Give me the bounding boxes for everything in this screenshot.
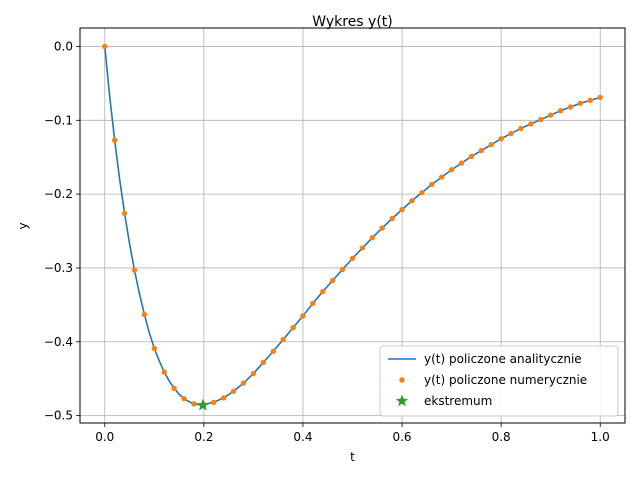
plot-layer bbox=[102, 43, 603, 411]
data-point-numeric bbox=[151, 345, 158, 352]
x-tick-label: 0.6 bbox=[392, 430, 411, 444]
data-point-numeric bbox=[597, 94, 603, 101]
data-point-numeric bbox=[250, 370, 257, 377]
x-tick-label: 0.0 bbox=[95, 430, 114, 444]
data-point-numeric bbox=[270, 348, 276, 355]
legend-box bbox=[379, 345, 619, 417]
data-point-numeric bbox=[290, 325, 296, 331]
y-tick-label: −0.1 bbox=[44, 113, 73, 127]
data-point-numeric bbox=[518, 125, 524, 132]
data-point-numeric bbox=[171, 385, 177, 391]
data-point-numeric bbox=[320, 288, 326, 295]
y-tick-label: −0.3 bbox=[44, 261, 73, 275]
data-point-numeric bbox=[310, 300, 316, 307]
y-tick-label: −0.4 bbox=[44, 335, 73, 349]
data-point-numeric bbox=[458, 160, 465, 166]
data-point-numeric bbox=[587, 97, 594, 104]
data-point-numeric bbox=[280, 336, 286, 343]
data-point-numeric bbox=[379, 225, 385, 231]
data-point-numeric bbox=[438, 174, 445, 180]
legend-swatch-star bbox=[395, 394, 409, 407]
data-point-numeric bbox=[389, 215, 395, 222]
data-point-numeric bbox=[102, 43, 108, 50]
data-point-numeric bbox=[349, 255, 356, 262]
legend-swatch-dot bbox=[399, 377, 405, 383]
ticks-layer: 0.0 0.2 0.4 0.6 0.8 1.0 0.0 −0.1 −0.2 −0.3 −0.4 −0.… bbox=[44, 39, 610, 444]
legend-label: y(t) policzone numerycznie bbox=[424, 373, 587, 387]
data-point-numeric bbox=[141, 311, 148, 318]
data-point-numeric bbox=[498, 136, 504, 142]
data-point-numeric bbox=[409, 198, 415, 204]
data-point-numeric bbox=[567, 104, 574, 110]
data-point-numeric bbox=[538, 116, 544, 123]
data-point-numeric bbox=[211, 399, 217, 406]
x-tick-label: 0.2 bbox=[194, 430, 213, 444]
chart-title: Wykres y(t) bbox=[312, 14, 393, 30]
y-tick-label: −0.5 bbox=[44, 409, 73, 423]
extremum-star-marker bbox=[196, 398, 210, 411]
y-axis-label: y bbox=[16, 222, 30, 229]
data-point-numeric bbox=[181, 395, 187, 402]
data-point-numeric bbox=[161, 369, 167, 375]
legend-label: ekstremum bbox=[424, 394, 492, 408]
data-point-numeric bbox=[448, 167, 455, 173]
y-tick-label: 0.0 bbox=[54, 39, 73, 53]
data-point-numeric bbox=[220, 395, 227, 401]
legend-label: y(t) policzone analitycznie bbox=[424, 352, 582, 366]
data-point-numeric bbox=[528, 121, 534, 127]
data-point-numeric bbox=[399, 206, 405, 213]
data-point-numeric bbox=[429, 181, 435, 188]
data-point-numeric bbox=[369, 234, 376, 241]
y-tick-label: −0.2 bbox=[44, 187, 73, 201]
plot-frame bbox=[79, 27, 626, 424]
data-point-numeric bbox=[240, 380, 247, 386]
data-point-numeric bbox=[121, 210, 128, 217]
data-point-numeric bbox=[131, 267, 138, 273]
data-point-numeric bbox=[488, 141, 494, 148]
data-point-numeric bbox=[468, 153, 475, 160]
x-tick-label: 0.8 bbox=[492, 430, 511, 444]
data-point-numeric bbox=[260, 359, 267, 366]
data-point-numeric bbox=[478, 147, 485, 154]
data-point-numeric bbox=[339, 266, 346, 273]
data-point-numeric bbox=[557, 107, 564, 114]
x-tick-label: 0.4 bbox=[293, 430, 312, 444]
data-point-numeric bbox=[419, 189, 425, 196]
data-point-numeric bbox=[547, 112, 554, 118]
data-point-numeric bbox=[191, 401, 197, 407]
x-tick-label: 1.0 bbox=[591, 430, 610, 444]
legend: y(t) policzone analitycznie y(t) policzon… bbox=[379, 345, 619, 417]
x-axis-label: t bbox=[350, 450, 355, 464]
data-point-numeric bbox=[329, 277, 336, 284]
data-point-numeric bbox=[359, 245, 366, 251]
data-point-numeric bbox=[111, 137, 118, 143]
data-point-numeric bbox=[300, 313, 306, 319]
grid-layer bbox=[80, 28, 625, 423]
data-point-numeric bbox=[230, 388, 237, 394]
data-point-numeric bbox=[508, 130, 514, 137]
data-point-numeric bbox=[577, 100, 584, 107]
